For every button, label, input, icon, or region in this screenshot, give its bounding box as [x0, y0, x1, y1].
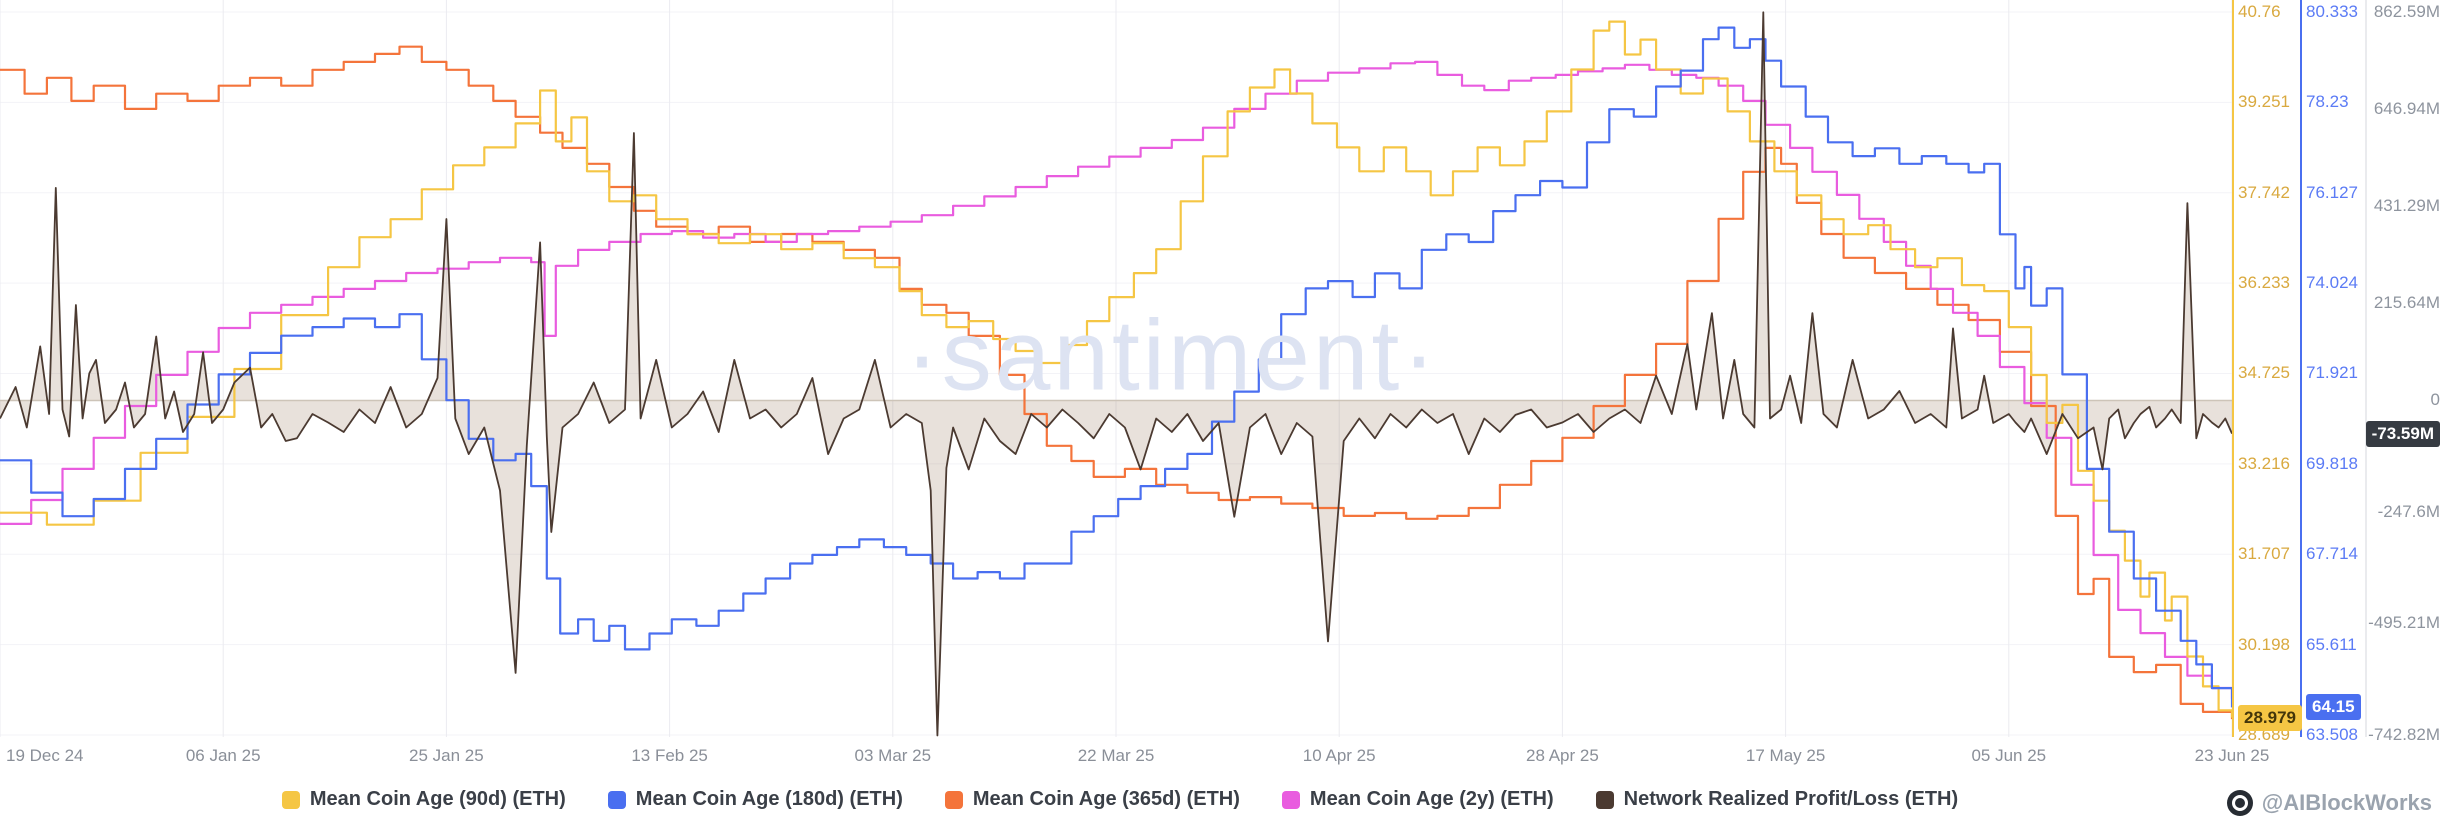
- x-axis-tick: 17 May 25: [1745, 746, 1826, 765]
- legend-swatch: [944, 790, 963, 809]
- legend-label: Mean Coin Age (90d) (ETH): [309, 788, 566, 810]
- x-axis-tick: 05 Jun 25: [1971, 746, 2047, 765]
- y-axis-tick: 30.198: [2238, 634, 2290, 654]
- legend-item[interactable]: Mean Coin Age (365d) (ETH): [944, 788, 1240, 811]
- y-axis-network-realized-profit-loss: -73.59M 862.59M 646.94M 431.29M 215.64M 0 -24…: [2365, 0, 2440, 828]
- legend-item[interactable]: Network Realized Profit/Loss (ETH): [1595, 788, 1959, 811]
- y-axis-tick: -742.82M: [2368, 725, 2440, 744]
- x-axis-tick: 13 Feb 25: [631, 746, 708, 765]
- x-axis-tick: 28 Apr 25: [1526, 746, 1599, 765]
- y-axis-tick: 69.818: [2306, 453, 2358, 473]
- y-axis-tick: 40.76: [2238, 2, 2281, 21]
- legend-swatch: [1281, 790, 1300, 809]
- legend-label: Mean Coin Age (2y) (ETH): [1309, 788, 1554, 810]
- x-axis-tick: 03 Mar 25: [854, 746, 932, 765]
- y-axis-mean-coin-age-180d: 64.15 80.333 78.23 76.127 74.024 71.921 69.81…: [2306, 0, 2362, 828]
- x-axis-tick: 10 Apr 25: [1302, 746, 1376, 765]
- legend: Mean Coin Age (90d) (ETH) Mean Coin Age (…: [0, 788, 2240, 811]
- legend-swatch: [607, 790, 626, 809]
- legend-item[interactable]: Mean Coin Age (180d) (ETH): [607, 788, 903, 811]
- y-axis-tick: 646.94M: [2373, 99, 2440, 119]
- x-axis-tick: 19 Dec 24: [6, 746, 84, 765]
- current-value-badge-180d: 64.15: [2306, 694, 2361, 721]
- attribution-handle: @AIBlockWorks: [2261, 790, 2432, 815]
- current-value-badge-pnl: -73.59M: [2365, 420, 2440, 447]
- aiblockworks-logo-icon: [2226, 790, 2253, 816]
- y-axis-tick: 0: [2430, 390, 2440, 410]
- y-axis-tick: 78.23: [2306, 92, 2349, 112]
- y-axis-tick: 67.714: [2306, 544, 2358, 564]
- y-axis-mean-coin-age-90d: 28.979 40.76 39.251 37.742 36.233 34.725 33.2…: [2238, 0, 2302, 828]
- y-axis-tick: 71.921: [2306, 363, 2358, 383]
- y-axis-tick: 36.233: [2238, 273, 2290, 293]
- y-axis-tick: 215.64M: [2373, 293, 2440, 313]
- y-axis-tick: 37.742: [2238, 182, 2290, 202]
- x-axis-tick: 25 Jan 25: [409, 746, 484, 765]
- santiment-watermark: ·santiment·: [905, 299, 1439, 412]
- legend-item[interactable]: Mean Coin Age (90d) (ETH): [281, 788, 566, 811]
- legend-label: Mean Coin Age (365d) (ETH): [972, 788, 1240, 810]
- legend-label: Network Realized Profit/Loss (ETH): [1623, 788, 1959, 810]
- legend-item[interactable]: Mean Coin Age (2y) (ETH): [1281, 788, 1554, 811]
- current-value-badge-90d: 28.979: [2238, 704, 2302, 731]
- legend-swatch: [281, 790, 300, 809]
- y-axis-tick: 63.508: [2306, 725, 2358, 744]
- legend-label: Mean Coin Age (180d) (ETH): [635, 788, 903, 810]
- y-axis-tick: -247.6M: [2377, 501, 2440, 521]
- legend-swatch: [1595, 790, 1614, 809]
- y-axis-tick: 76.127: [2306, 182, 2358, 202]
- y-axis-tick: 31.707: [2238, 544, 2290, 564]
- y-axis-tick: 80.333: [2306, 2, 2358, 21]
- attribution: @AIBlockWorks: [2226, 790, 2432, 816]
- y-axis-tick: 33.216: [2238, 453, 2290, 473]
- y-axis-tick: 862.59M: [2373, 2, 2440, 21]
- y-axis-tick: 65.611: [2306, 634, 2357, 654]
- x-axis-tick: 23 Jun 25: [2194, 746, 2270, 765]
- x-axis-tick: 06 Jan 25: [185, 746, 261, 765]
- y-axis-tick: 74.024: [2306, 273, 2358, 293]
- y-axis-tick: 34.725: [2238, 363, 2290, 383]
- y-axis-tick: 39.251: [2238, 92, 2290, 112]
- x-axis-tick: 22 Mar 25: [1077, 746, 1155, 765]
- y-axis-tick: 431.29M: [2373, 196, 2440, 216]
- y-axis-tick: -495.21M: [2368, 613, 2440, 633]
